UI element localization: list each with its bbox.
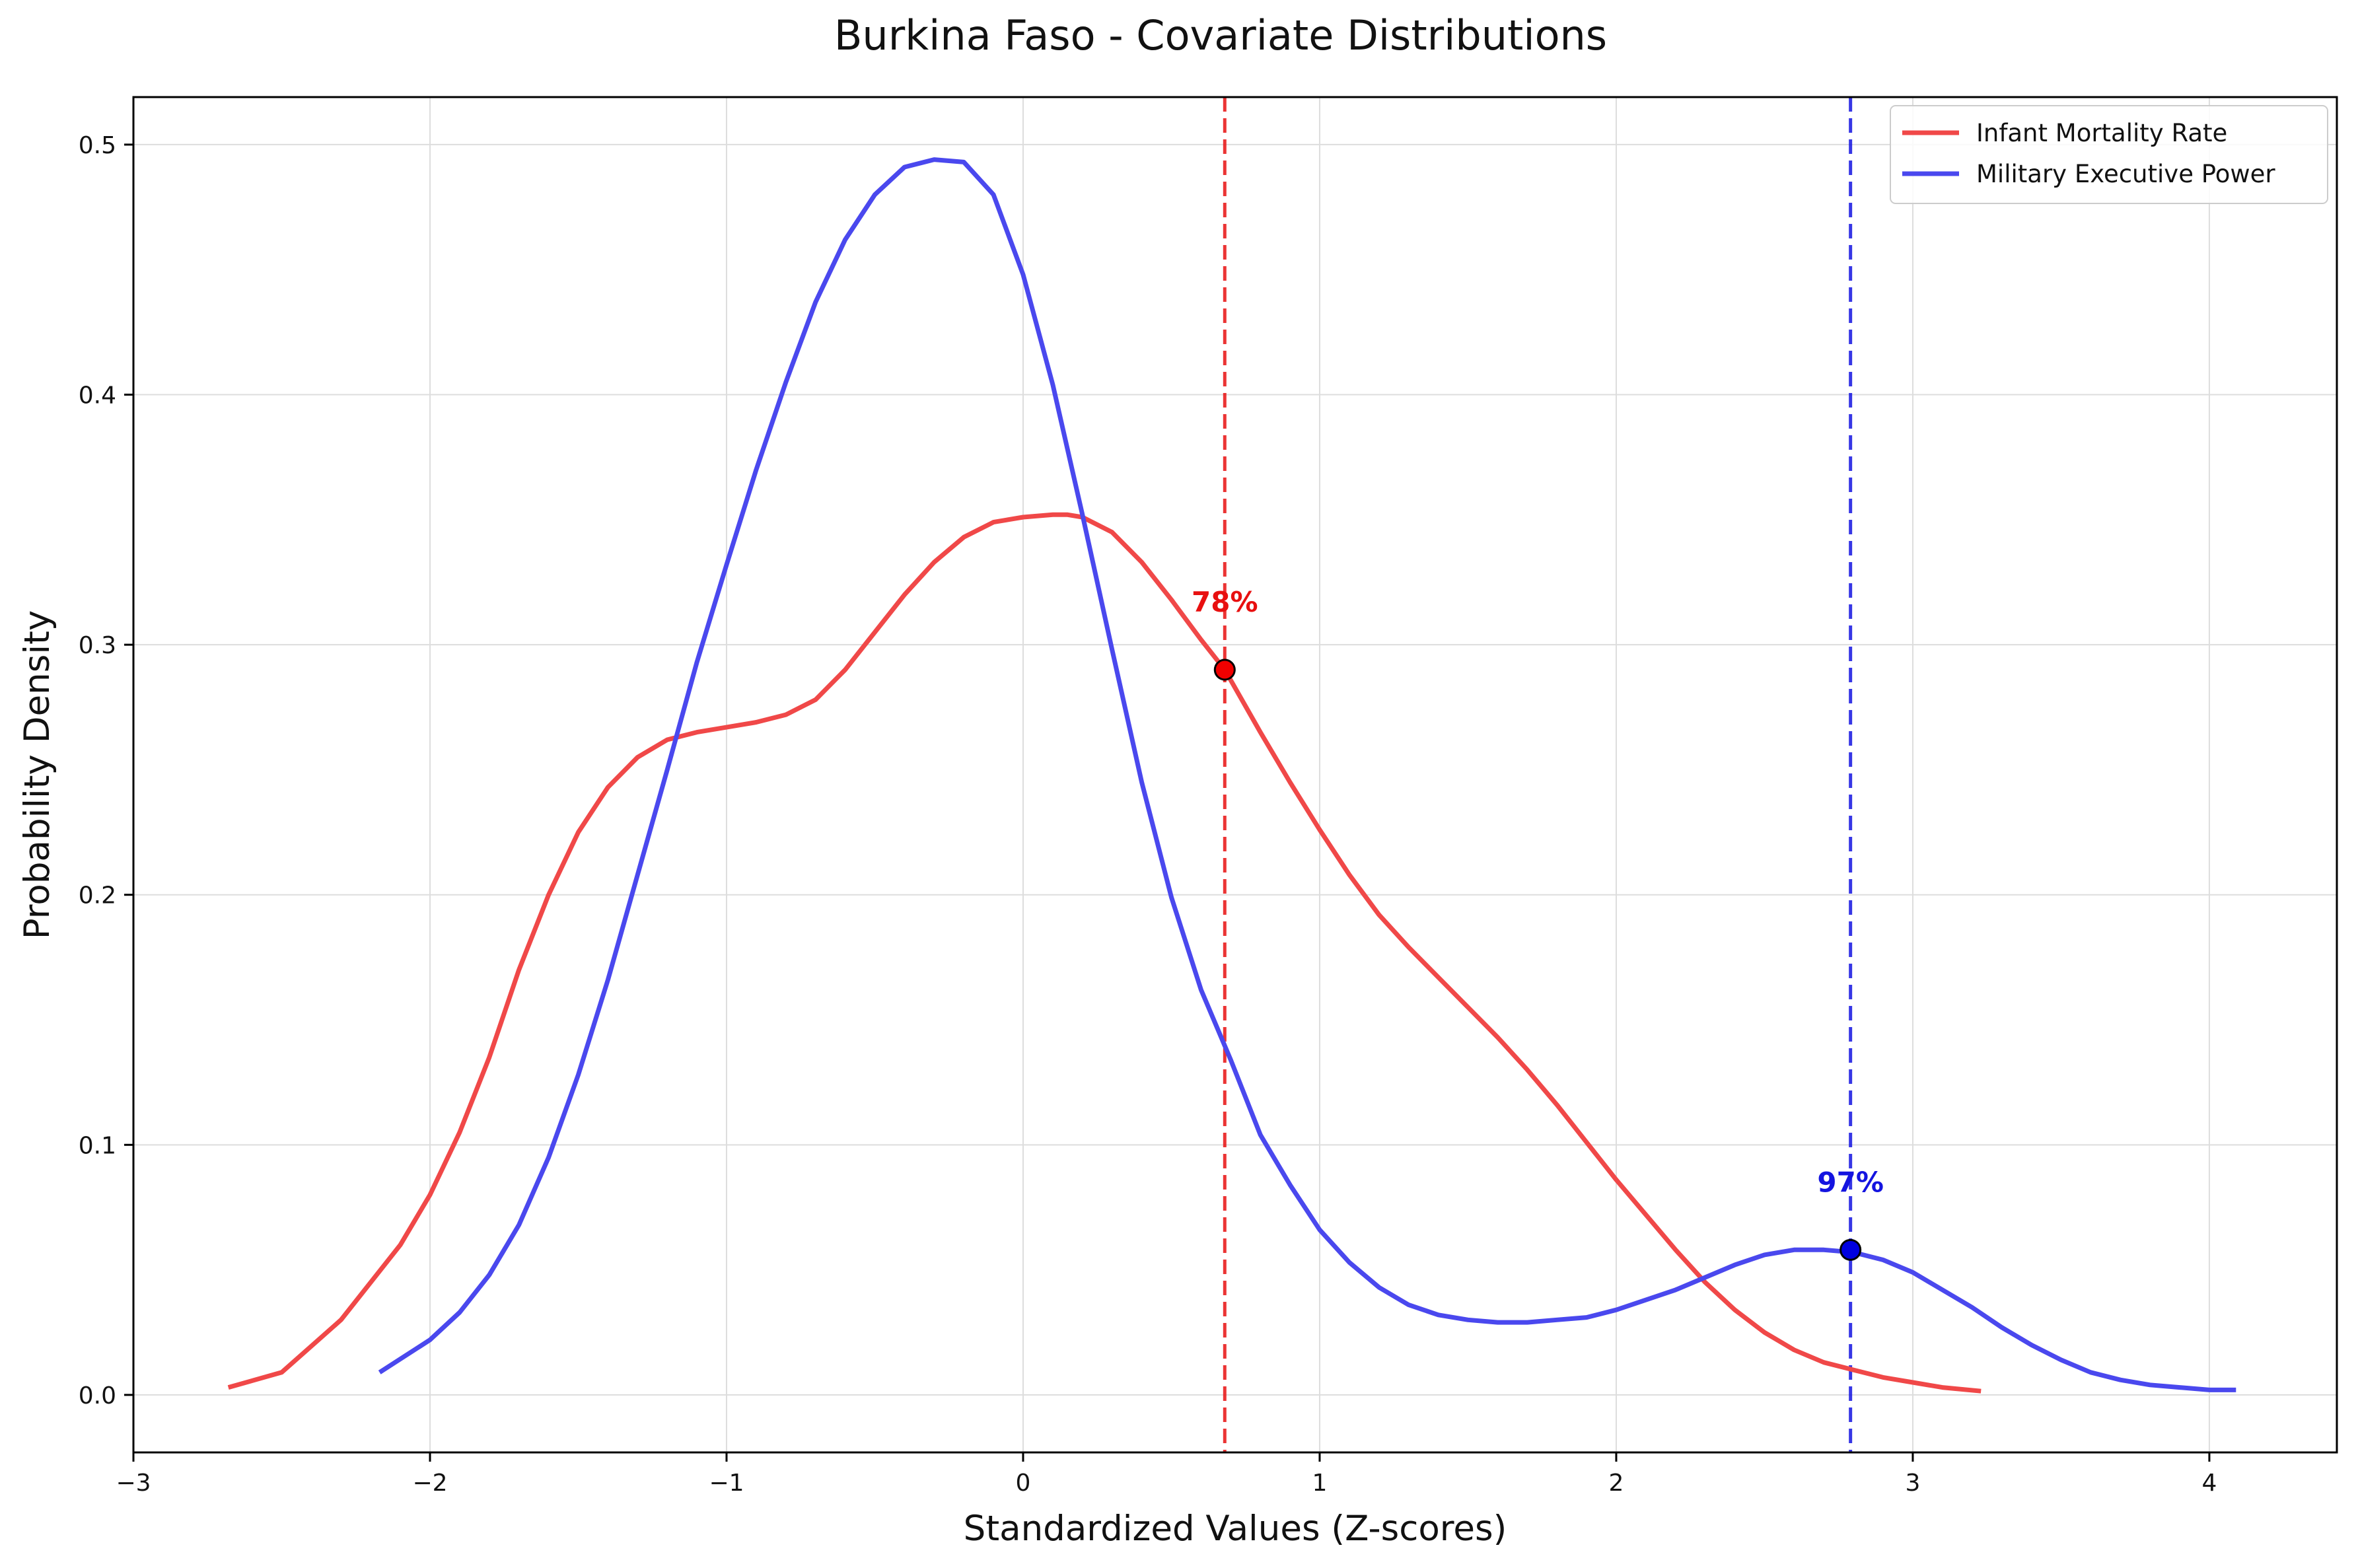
x-tick-label: −2 [412,1470,447,1497]
percentile-point [1840,1238,1862,1261]
percentile-point [1213,659,1236,681]
y-tick-label: 0.5 [79,132,116,159]
x-axis-label: Standardized Values (Z-scores) [964,1509,1507,1549]
y-tick-label: 0.2 [79,882,116,909]
y-axis-label: Probability Density [17,610,57,940]
x-tick-label: 2 [1608,1470,1624,1497]
x-tick-label: 0 [1016,1470,1031,1497]
x-tick-label: 1 [1312,1470,1328,1497]
density-curve [378,157,2236,1392]
percentile-label: 78% [1192,586,1258,618]
y-tick-label: 0.4 [79,382,116,410]
legend-label: Military Executive Power [1976,160,2275,188]
y-axis-ticks: 0.0 0.1 0.2 0.3 0.4 0.5 [79,132,133,1409]
legend-box [1890,105,2328,204]
chart-title: Burkina Faso - Covariate Distributions [834,11,1607,59]
density-curve [227,512,1982,1394]
plot-frame [132,96,2338,1454]
y-tick-label: 0.3 [79,632,116,659]
x-tick-label: −1 [709,1470,744,1497]
series-lines [227,157,2236,1394]
y-tick-label: 0.0 [79,1382,116,1409]
x-axis-ticks: −3 −2 −1 0 1 2 3 4 [116,1452,2217,1497]
percentile-markers: 78% 97% [1192,586,1884,1261]
x-tick-label: 4 [2201,1470,2217,1497]
y-tick-label: 0.1 [79,1132,116,1159]
reference-lines [1223,97,1853,1452]
legend-label: Infant Mortality Rate [1976,119,2227,147]
legend: Infant Mortality Rate Military Executive … [1890,105,2328,204]
percentile-label: 97% [1817,1166,1884,1198]
x-tick-label: 3 [1905,1470,1920,1497]
x-tick-label: −3 [116,1470,151,1497]
